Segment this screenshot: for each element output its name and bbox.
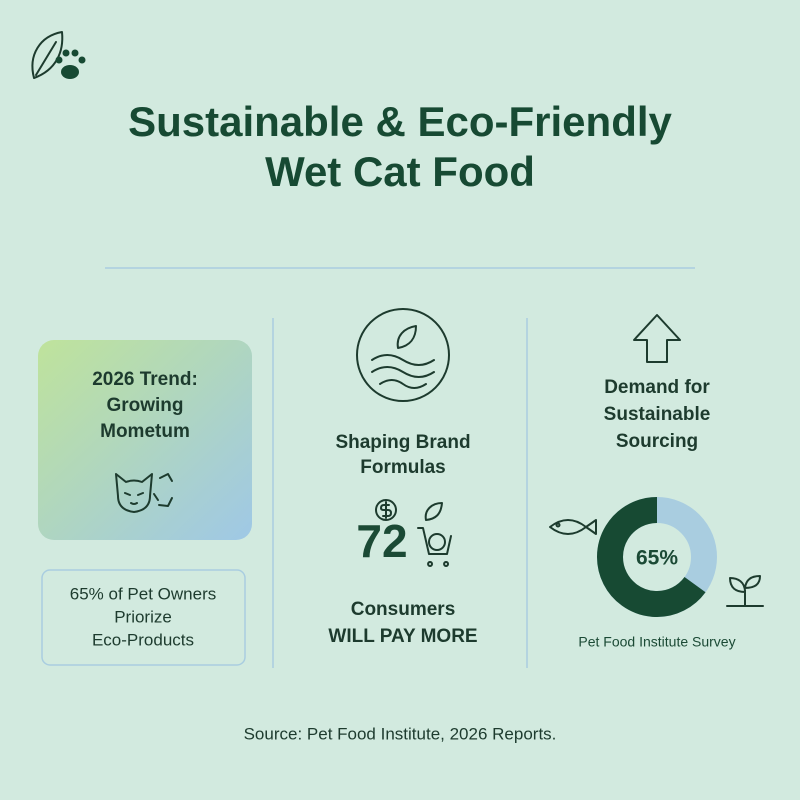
trend-card [38, 340, 252, 540]
donut-caption: Pet Food Institute Survey [578, 634, 735, 650]
source: Source: Pet Food Institute, 2026 Reports… [244, 724, 557, 743]
arrow-icon [633, 314, 681, 363]
trend-text: Growing [106, 395, 183, 416]
stat-text: Eco-Products [92, 630, 194, 649]
donut-segment [597, 497, 706, 617]
donut-label: 65% [636, 547, 678, 570]
leaf-wave-icon [356, 308, 450, 402]
demand-heading: Sourcing [616, 431, 698, 452]
demand-heading: Demand for [604, 377, 710, 398]
title: Sustainable & Eco-Friendly [128, 98, 672, 145]
stat-text: 65% of Pet Owners [70, 584, 216, 603]
money-icon [375, 499, 452, 567]
logo [31, 31, 86, 79]
trend-text: 2026 Trend: [92, 369, 198, 390]
brand-figure: 72 [356, 515, 407, 567]
brand-heading: Shaping Brand [335, 432, 470, 453]
stat-text: Priorize [114, 607, 172, 626]
fish-icon [549, 519, 597, 535]
brand-heading: Formulas [360, 457, 446, 478]
cat-icon [115, 473, 173, 513]
trend-text: Mometum [100, 421, 190, 442]
brand-caption: Consumers [351, 599, 456, 620]
sprout-icon [726, 575, 764, 607]
brand-caption: WILL PAY MORE [328, 626, 477, 647]
stat-box [41, 569, 246, 666]
title: Wet Cat Food [265, 148, 535, 195]
demand-heading: Sustainable [604, 404, 711, 425]
